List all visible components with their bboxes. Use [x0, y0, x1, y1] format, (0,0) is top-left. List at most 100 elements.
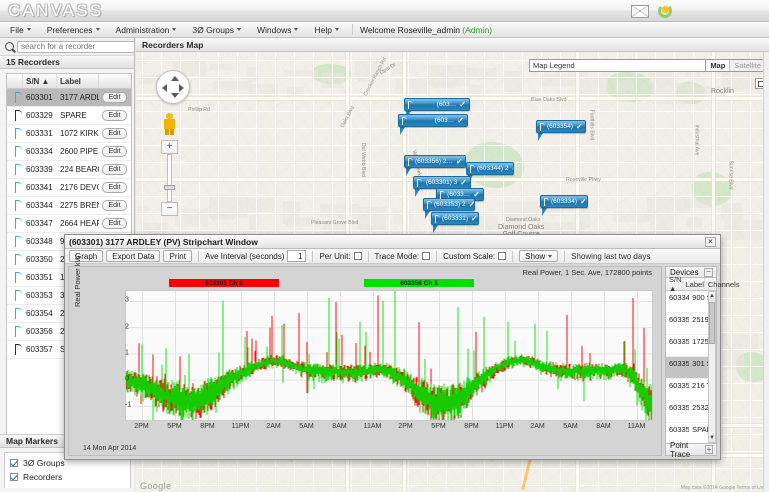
- trace-mode-checkbox[interactable]: [422, 252, 431, 260]
- collapse-icon[interactable]: −: [704, 267, 713, 277]
- map-marker-bubble[interactable]: (603331) ✓: [431, 212, 479, 225]
- recorder-row[interactable]: 603334 2600 PIPEST...Edit: [7, 143, 131, 161]
- map-marker[interactable]: (603… ✓: [398, 114, 468, 135]
- recorder-edit-cell: Edit: [99, 110, 131, 121]
- search-input[interactable]: [17, 40, 135, 53]
- map-marker-bubble[interactable]: (603334) ✓: [540, 195, 588, 208]
- pan-right-icon[interactable]: [179, 84, 184, 92]
- menu-item-windows[interactable]: Windows: [250, 23, 305, 37]
- checkbox-icon[interactable]: [10, 459, 18, 467]
- map-marker-bubble[interactable]: (603301) 3 ✓: [413, 176, 471, 189]
- edit-button[interactable]: Edit: [102, 92, 127, 103]
- close-icon[interactable]: ×: [705, 236, 716, 247]
- expand-icon[interactable]: +: [704, 444, 713, 454]
- legend-entry-series-0[interactable]: 603301 Ch 1: [169, 279, 279, 287]
- devices-column-serial[interactable]: S/N ▲: [666, 275, 683, 293]
- scroll-thumb[interactable]: [709, 302, 715, 344]
- main-vertical-scrollbar[interactable]: [763, 38, 769, 492]
- map-marker-option-recorders[interactable]: Recorders: [10, 470, 130, 484]
- sync-refresh-icon[interactable]: [657, 3, 673, 19]
- map-marker-bubble[interactable]: (603… ✓: [398, 114, 468, 127]
- map-marker[interactable]: (603353) 2 ✓: [423, 198, 475, 219]
- map-marker[interactable]: (6033… ✓: [436, 188, 484, 209]
- checkbox-icon[interactable]: [10, 473, 18, 481]
- map-marker[interactable]: (603334) ✓: [540, 195, 588, 216]
- pan-up-icon[interactable]: [171, 76, 179, 81]
- pan-down-icon[interactable]: [171, 93, 179, 98]
- map-marker[interactable]: (603344) 2✓: [466, 162, 514, 183]
- map-marker-bubble[interactable]: (603354) ✓: [536, 120, 586, 133]
- point-trace-panel[interactable]: Point Trace +: [665, 441, 717, 459]
- map-marker[interactable]: (603356) 2… ✓: [404, 155, 466, 176]
- recorder-row[interactable]: 603329 SPARE Edit: [7, 107, 131, 125]
- map-marker-bubble[interactable]: (603… ✓: [404, 98, 470, 111]
- device-row[interactable]: 6033502519 ...1: [666, 313, 716, 335]
- print-button[interactable]: Print: [163, 250, 192, 262]
- device-row[interactable]: 603353301 SH...1: [666, 357, 716, 379]
- zoom-slider-thumb[interactable]: [164, 185, 175, 190]
- device-row[interactable]: 6033511725 PI...1: [666, 335, 716, 357]
- hook-icon-blue: [544, 197, 549, 206]
- map-marker-bubble[interactable]: (6033… ✓: [436, 188, 484, 201]
- map-type-toggle[interactable]: Map Satellite: [705, 59, 766, 72]
- edit-button[interactable]: Edit: [102, 146, 127, 157]
- device-row[interactable]: 603354216 TA...1: [666, 379, 716, 401]
- device-row[interactable]: 6033562532 R...1: [666, 401, 716, 423]
- mail-icon[interactable]: [631, 4, 649, 18]
- export-data-button[interactable]: Export Data: [106, 250, 161, 262]
- devices-column-label[interactable]: Label: [683, 278, 705, 290]
- recorder-row[interactable]: 603331 1072 KIRKHIL...Edit: [7, 125, 131, 143]
- edit-button[interactable]: Edit: [102, 164, 127, 175]
- map-marker-bubble[interactable]: (603353) 2 ✓: [423, 198, 475, 211]
- map-marker-bubble[interactable]: (603356) 2… ✓: [404, 155, 466, 168]
- map-type-map-button[interactable]: Map: [706, 60, 730, 71]
- map-marker[interactable]: (603301) 3 ✓: [413, 176, 471, 197]
- device-row[interactable]: 603348900 SP...1: [666, 291, 716, 313]
- devices-scrollbar[interactable]: ▲ ▼: [708, 291, 716, 443]
- zoom-in-button[interactable]: +: [161, 140, 178, 154]
- map-marker-option-3phase-groups[interactable]: 3Ø Groups: [10, 456, 130, 470]
- map-type-satellite-button[interactable]: Satellite: [729, 60, 765, 71]
- map-marker-bubble[interactable]: (603344) 2✓: [466, 162, 514, 175]
- devices-column-channels[interactable]: Channels: [707, 279, 740, 289]
- street-view-pegman-icon[interactable]: [163, 113, 176, 135]
- check-icon: ✓: [455, 156, 463, 166]
- menu-item-preferences[interactable]: Preferences: [40, 23, 107, 37]
- edit-button[interactable]: Edit: [102, 200, 127, 211]
- recorder-row[interactable]: 603341 2176 DEVON...Edit: [7, 179, 131, 197]
- chart-plot-area[interactable]: [125, 290, 653, 421]
- map-marker[interactable]: (603331) ✓: [431, 212, 479, 233]
- edit-button[interactable]: Edit: [102, 110, 127, 121]
- menu-item-3phase-groups[interactable]: 3Ø Groups: [185, 23, 248, 37]
- custom-scale-checkbox[interactable]: [498, 252, 507, 260]
- recorder-row[interactable]: 603344 2275 BRENT ...Edit: [7, 197, 131, 215]
- stripchart-title-bar[interactable]: (603301) 3177 ARDLEY (PV) Stripchart Win…: [65, 235, 720, 249]
- column-label[interactable]: Label: [57, 74, 99, 88]
- recorder-row[interactable]: 603301 3177 ARDLE...Edit: [7, 89, 131, 107]
- map-pan-control[interactable]: [156, 70, 190, 104]
- ave-interval-input[interactable]: [287, 250, 307, 262]
- pan-left-icon[interactable]: [162, 84, 167, 92]
- map-legend-input[interactable]: [529, 59, 714, 72]
- graph-button[interactable]: Graph: [69, 250, 104, 262]
- recorder-row[interactable]: 603339 224 BEARCL...Edit: [7, 161, 131, 179]
- edit-button[interactable]: Edit: [102, 218, 127, 229]
- per-unit-checkbox[interactable]: [353, 252, 362, 260]
- edit-button[interactable]: Edit: [102, 182, 127, 193]
- column-serial[interactable]: S/N ▲: [23, 74, 57, 88]
- zoom-out-button[interactable]: −: [161, 202, 178, 216]
- recorder-row[interactable]: 603347 2664 HEART...Edit: [7, 215, 131, 233]
- zoom-slider-track[interactable]: [164, 154, 175, 202]
- menu-item-administration[interactable]: Administration: [109, 23, 184, 37]
- legend-entry-series-1[interactable]: 603356 Ch 1: [364, 279, 474, 287]
- menu-item-help[interactable]: Help: [307, 23, 345, 37]
- menu-item-file[interactable]: File: [3, 23, 38, 37]
- map-marker[interactable]: (603354) ✓: [536, 120, 586, 141]
- trace-mode-label: Trace Mode:: [374, 251, 420, 261]
- scroll-up-icon[interactable]: ▲: [709, 292, 715, 300]
- scroll-down-icon[interactable]: ▼: [709, 434, 715, 442]
- show-dropdown-button[interactable]: Show: [519, 250, 559, 262]
- edit-button[interactable]: Edit: [102, 128, 127, 139]
- per-unit-label: Per Unit:: [319, 251, 351, 261]
- map-zoom-control[interactable]: + −: [161, 140, 178, 216]
